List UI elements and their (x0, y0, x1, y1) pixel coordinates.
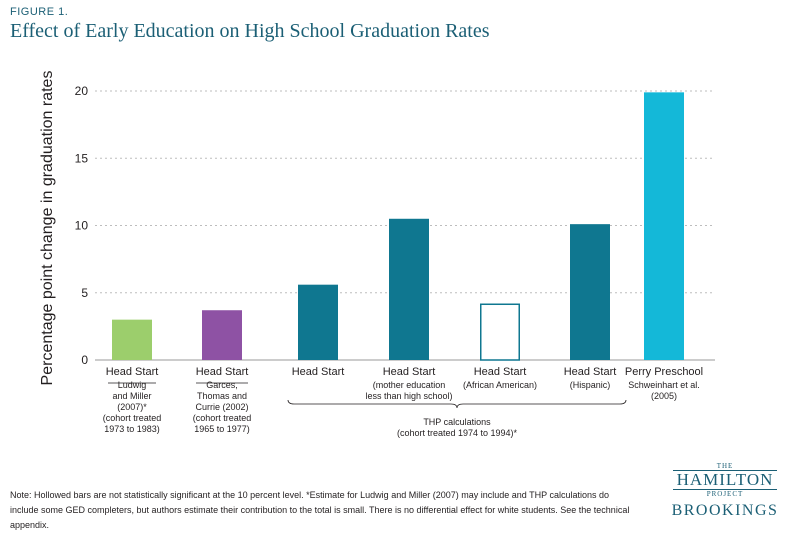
category-sublabel: less than high school) (365, 391, 452, 401)
footnote: Note: Hollowed bars are not statisticall… (10, 490, 630, 530)
category-sublabel: (African American) (463, 380, 537, 390)
category-label: Head Start (292, 366, 345, 378)
bar (570, 224, 610, 360)
bar (389, 218, 429, 360)
bar (202, 310, 242, 360)
category-sublabel: (cohort treated (103, 413, 162, 423)
logo-hamilton: HAMILTON (672, 470, 778, 490)
bar (298, 284, 338, 360)
y-tick-label: 20 (75, 84, 89, 98)
logo-brookings: BROOKINGS (671, 502, 779, 519)
category-sublabel: Garces, (206, 380, 238, 390)
category-sublabel: (2007)* (117, 402, 147, 412)
bar (644, 92, 684, 360)
category-sublabel: (2005) (651, 391, 677, 401)
y-tick-label: 15 (75, 151, 89, 165)
category-label: Head Start (564, 366, 617, 378)
group-label: THP calculations (423, 417, 491, 427)
bars (112, 92, 684, 361)
bar (112, 319, 152, 360)
figure-label: FIGURE 1. (10, 6, 69, 18)
category-sublabel: (Hispanic) (570, 380, 611, 390)
category-label: Perry Preschool (625, 366, 703, 378)
hamilton-brookings-logo: THE HAMILTON PROJECT BROOKINGS (650, 462, 800, 520)
y-tick-label: 0 (81, 353, 88, 367)
category-label: Head Start (106, 366, 159, 378)
category-sublabel: Thomas and (197, 391, 247, 401)
logo-project: PROJECT (706, 490, 744, 498)
y-axis-label: Percentage point change in graduation ra… (39, 71, 56, 386)
category-sublabel: and Miller (112, 391, 151, 401)
category-label: Head Start (196, 366, 249, 378)
y-axis-ticks: 0 5 10 15 20 (75, 84, 89, 367)
category-label: Head Start (383, 366, 436, 378)
category-sublabel: 1973 to 1983) (104, 424, 160, 434)
logo-the: THE (716, 462, 734, 470)
group-brace: THP calculations(cohort treated 1974 to … (287, 399, 627, 438)
category-sublabel: Schweinhart et al. (628, 380, 700, 390)
y-tick-label: 10 (75, 219, 89, 233)
y-tick-label: 5 (81, 286, 88, 300)
category-sublabel: (cohort treated (193, 413, 252, 423)
category-sublabel: 1965 to 1977) (194, 424, 250, 434)
category-sublabel: Currie (2002) (195, 402, 248, 412)
category-sublabel: (mother education (373, 380, 446, 390)
brace (287, 399, 627, 409)
category-label: Head Start (474, 366, 527, 378)
category-sublabel: Ludwig (118, 380, 147, 390)
group-label: (cohort treated 1974 to 1994)* (397, 428, 518, 438)
bar (480, 303, 520, 361)
chart-title: Effect of Early Education on High School… (10, 20, 490, 42)
